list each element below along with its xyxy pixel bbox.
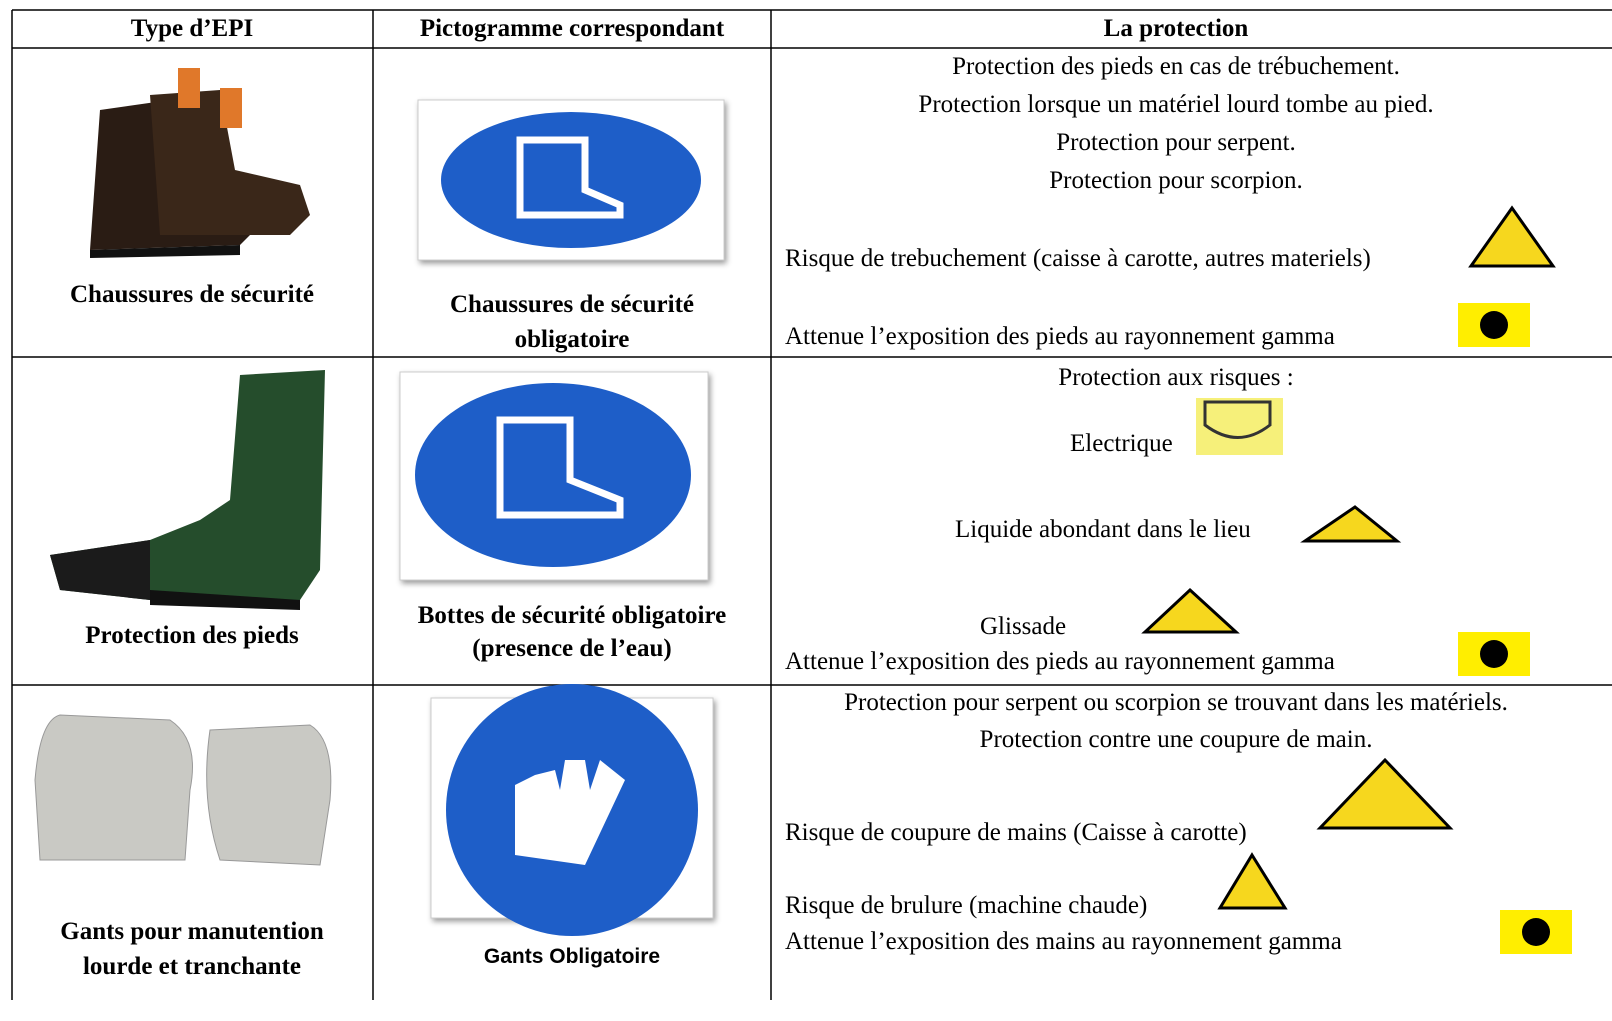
protection: Attenue l’exposition des pieds au rayonn… <box>785 323 1335 350</box>
header: Type d’EPI <box>130 15 254 42</box>
protection: Protection contre une coupure de main. <box>979 726 1373 753</box>
protection: Protection pour serpent ou scorpion se t… <box>844 689 1508 716</box>
protection: Protection aux risques : <box>1058 364 1294 391</box>
protection: Protection des pieds en cas de trébuchem… <box>952 53 1400 80</box>
pictogram-label: Bottes de sécurité obligatoire <box>417 602 727 629</box>
hazard-icons <box>1141 205 1556 910</box>
equipment: Gants pour manutention <box>60 918 324 945</box>
pictogram-cards <box>399 99 725 936</box>
protection: Risque de brulure (machine chaude) <box>785 892 1148 919</box>
pictogram-label: obligatoire <box>514 326 630 353</box>
shoe-image <box>90 68 310 258</box>
protection: Attenue l’exposition des mains au rayonn… <box>785 928 1342 955</box>
protection: Liquide abondant dans le lieu <box>955 516 1251 543</box>
pictogram-label: Chaussures de sécurité <box>450 291 694 318</box>
equipment: lourde et tranchante <box>82 953 302 980</box>
boot-image <box>50 370 325 610</box>
gloves-image <box>34 714 332 866</box>
pictogram-label: Gants Obligatoire <box>483 945 661 968</box>
header: La protection <box>1103 15 1249 42</box>
radiation-icons <box>1458 303 1572 954</box>
protection: Glissade <box>980 613 1067 640</box>
protection: Risque de trebuchement (caisse à carotte… <box>785 245 1371 272</box>
equipment: Protection des pieds <box>85 622 299 649</box>
pictogram-label: (presence de l’eau) <box>472 635 672 662</box>
protection: Risque de coupure de mains (Caisse à car… <box>785 819 1247 846</box>
protection: Protection pour scorpion. <box>1049 167 1303 194</box>
protection: Protection pour serpent. <box>1056 129 1296 156</box>
protection: Electrique <box>1070 430 1173 457</box>
protection: Protection lorsque un matériel lourd tom… <box>918 91 1434 118</box>
header: Pictogramme correspondant <box>419 15 725 42</box>
protection: Attenue l’exposition des pieds au rayonn… <box>785 648 1335 675</box>
equipment: Chaussures de sécurité <box>70 281 314 308</box>
